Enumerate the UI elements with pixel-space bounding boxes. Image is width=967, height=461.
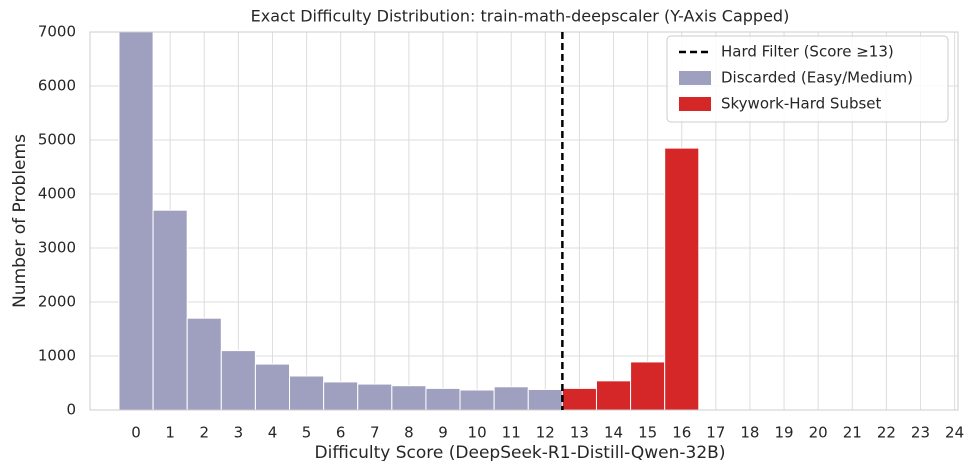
bar	[323, 381, 359, 411]
bar	[357, 383, 393, 411]
x-tick-label: 14	[604, 424, 623, 442]
x-tick-label: 15	[638, 424, 657, 442]
x-tick-label: 7	[370, 424, 380, 442]
x-tick-label: 16	[672, 424, 691, 442]
bar	[664, 147, 700, 411]
y-tick-label: 3000	[38, 239, 76, 257]
plot-frame	[89, 31, 959, 411]
chart-title: Exact Difficulty Distribution: train-mat…	[251, 7, 790, 26]
bar	[527, 388, 563, 411]
x-tick-label: 3	[234, 424, 244, 442]
legend-swatch	[679, 97, 711, 111]
x-tick-label: 10	[468, 424, 487, 442]
legend-label: Hard Filter (Score ≥13)	[721, 43, 894, 61]
y-axis-label: Number of Problems	[10, 134, 30, 308]
bar	[391, 385, 427, 411]
y-tick-label: 4000	[38, 185, 76, 203]
x-tick-label: 0	[131, 424, 141, 442]
x-tick-label: 6	[336, 424, 346, 442]
x-tick-label: 12	[536, 424, 555, 442]
bar	[459, 389, 495, 411]
x-tick-label: 13	[570, 424, 589, 442]
y-tick-label: 1000	[38, 347, 76, 365]
x-tick-label: 8	[404, 424, 414, 442]
y-tick-label: 7000	[38, 23, 76, 41]
x-tick-label: 21	[843, 424, 862, 442]
legend-label: Skywork-Hard Subset	[721, 95, 882, 113]
x-tick-label: 5	[302, 424, 312, 442]
x-tick-label: 1	[165, 424, 175, 442]
y-tick-label: 2000	[38, 293, 76, 311]
x-tick-label: 17	[706, 424, 725, 442]
bar	[289, 375, 325, 411]
x-tick-label: 23	[911, 424, 930, 442]
x-tick-label: 20	[809, 424, 828, 442]
bar	[630, 361, 666, 411]
legend-label: Discarded (Easy/Medium)	[721, 69, 913, 87]
bar	[254, 363, 291, 411]
x-tick-label: 9	[438, 424, 448, 442]
legend: Hard Filter (Score ≥13) Discarded (Easy/M…	[666, 35, 949, 123]
x-tick-label: 2	[199, 424, 209, 442]
x-tick-label: 22	[877, 424, 896, 442]
x-tick-label: 18	[740, 424, 759, 442]
bar	[118, 31, 154, 411]
bar	[595, 380, 632, 411]
x-tick-label: 4	[268, 424, 278, 442]
x-axis-label: Difficulty Score (DeepSeek-R1-Distill-Qw…	[315, 443, 726, 461]
bar	[493, 386, 529, 411]
legend-swatch	[679, 71, 711, 85]
y-tick-label: 0	[66, 401, 76, 419]
bar	[186, 317, 222, 411]
bar	[425, 387, 461, 411]
bar	[561, 387, 597, 411]
y-tick-label: 6000	[38, 77, 76, 95]
x-tick-label: 19	[775, 424, 794, 442]
legend-box	[666, 35, 949, 123]
bar	[220, 350, 256, 411]
y-tick-label: 5000	[38, 131, 76, 149]
x-tick-label: 24	[945, 424, 964, 442]
x-tick-label: 11	[502, 424, 521, 442]
bar	[152, 209, 188, 411]
